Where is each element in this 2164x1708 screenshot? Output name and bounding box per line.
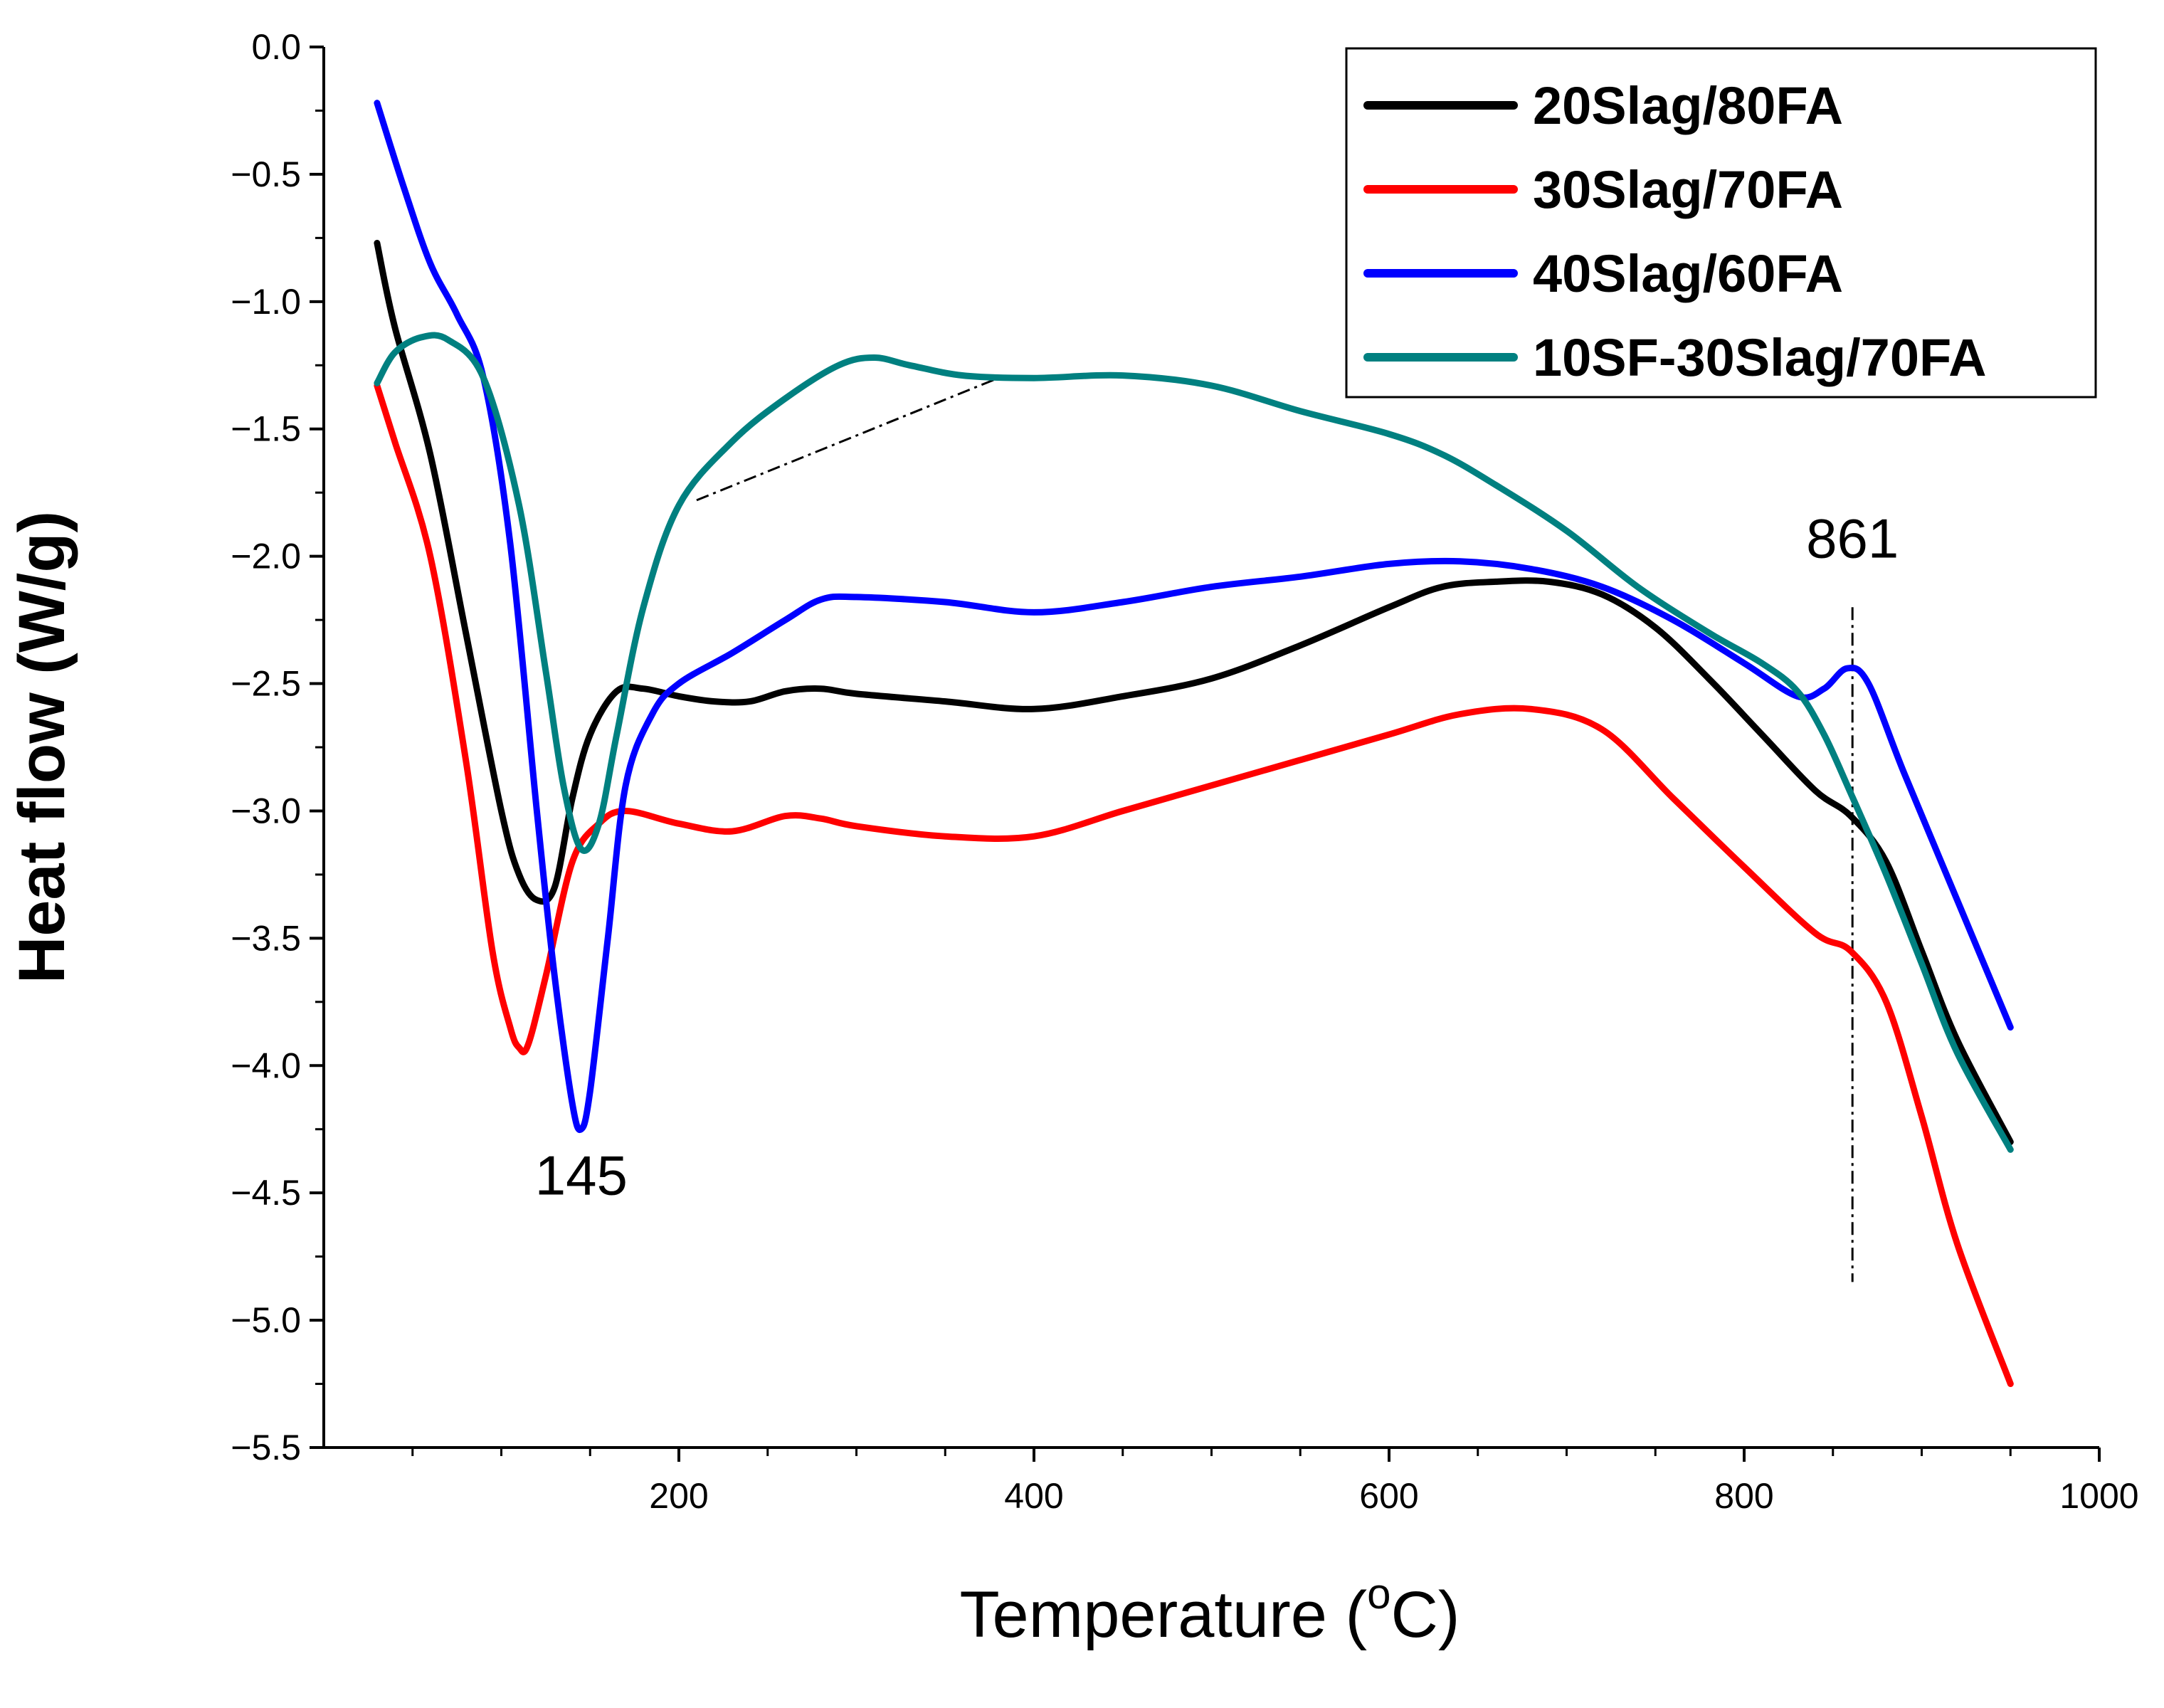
annotation-label: 861 — [1806, 507, 1899, 570]
legend-label: 30Slag/70FA — [1533, 160, 1843, 219]
y-tick-label: −1.5 — [231, 409, 301, 449]
reference-line — [696, 376, 999, 502]
y-tick-label: −2.0 — [231, 537, 301, 576]
annotation-label: 145 — [535, 1144, 628, 1206]
series-line-1 — [374, 240, 2014, 1146]
legend-label: 10SF-30Slag/70FA — [1533, 328, 1987, 387]
series-group — [374, 100, 2014, 1387]
series-line-3 — [374, 100, 2014, 1133]
y-tick-label: −4.0 — [231, 1045, 301, 1085]
y-tick-label: −5.5 — [231, 1428, 301, 1467]
legend-label: 40Slag/60FA — [1533, 244, 1843, 303]
y-axis-label: Heat flow (W/g) — [6, 511, 78, 984]
reference-lines — [696, 376, 1854, 1282]
y-tick-label: −4.5 — [231, 1173, 301, 1213]
y-tick-label: −3.0 — [231, 791, 301, 831]
y-tick-label: −0.5 — [231, 154, 301, 194]
annotations: 145 861 — [535, 507, 1899, 1207]
y-tick-label: −1.0 — [231, 282, 301, 322]
legend-label: 20Slag/80FA — [1533, 76, 1843, 135]
y-tick-label: −5.0 — [231, 1300, 301, 1340]
x-axis-label-main: Temperature ( — [959, 1578, 1367, 1651]
legend: 20Slag/80FA 30Slag/70FA 40Slag/60FA 10SF-30… — [1345, 47, 2097, 399]
x-tick-label: 800 — [1714, 1476, 1773, 1516]
y-axis-ticks: 0.0 −0.5 −1.0 −1.5 −2.0 −2.5 −3.0 −3.5 −4.0 −4.5 −… — [231, 27, 324, 1467]
y-tick-label: −2.5 — [231, 664, 301, 704]
series-line-4 — [374, 332, 2014, 1153]
y-tick-label: 0.0 — [251, 27, 301, 67]
y-tick-label: −3.5 — [231, 918, 301, 958]
x-axis-label: Temperature (oC) — [959, 1570, 1460, 1651]
x-tick-label: 600 — [1359, 1476, 1418, 1516]
x-tick-label: 200 — [649, 1476, 708, 1516]
x-axis-label-unit: C) — [1390, 1578, 1460, 1651]
x-axis-label-superscript: o — [1367, 1570, 1390, 1618]
x-tick-label: 1000 — [2059, 1476, 2138, 1516]
series-line-2 — [374, 382, 2014, 1387]
x-tick-label: 400 — [1004, 1476, 1063, 1516]
x-axis-ticks: 200 400 600 800 1000 — [411, 1448, 2139, 1516]
